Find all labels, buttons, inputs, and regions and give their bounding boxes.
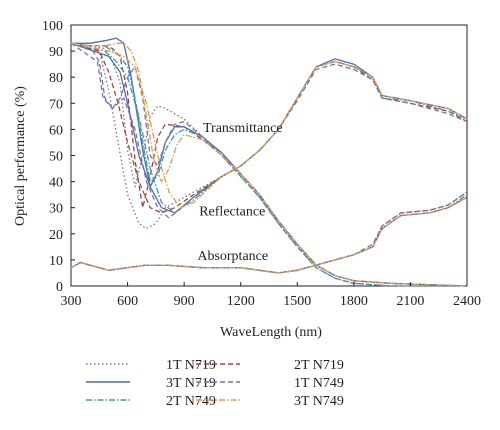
- y-tick-label: 60: [49, 123, 63, 138]
- x-tick-label: 1500: [283, 294, 311, 309]
- x-tick-label: 1200: [227, 294, 255, 309]
- legend-label: 3T N719: [166, 376, 216, 391]
- y-tick-label: 40: [49, 176, 63, 191]
- legend-label: 2T N719: [294, 358, 344, 373]
- series-curves: [70, 37, 468, 287]
- x-tick-label: 300: [61, 294, 82, 309]
- series-line-absorptance: [70, 196, 468, 274]
- x-tick-label: 2100: [396, 294, 424, 309]
- y-tick-label: 100: [42, 19, 63, 34]
- series-line-transmittance: [71, 37, 468, 287]
- x-axis-title: WaveLength (nm): [220, 325, 322, 340]
- legend-label: 2T N749: [166, 394, 216, 409]
- plot-area: [70, 24, 468, 287]
- y-tick-label: 90: [49, 45, 63, 60]
- y-tick-label: 80: [49, 71, 63, 86]
- series-line-transmittance: [70, 42, 467, 287]
- series-line-reflectance: [70, 42, 468, 209]
- annotation-reflectance: Reflectance: [199, 205, 265, 220]
- series-line-transmittance: [70, 42, 467, 287]
- legend: 1T N719 2T N719 3T N719 1T N749 2T N749 3T N7…: [86, 358, 344, 409]
- y-tick-label: 70: [49, 97, 63, 112]
- series-line-absorptance: [70, 194, 468, 274]
- y-tick-label: 0: [56, 280, 63, 295]
- x-tick-label: 600: [117, 294, 138, 309]
- legend-label: 1T N749: [294, 376, 344, 391]
- series-line-reflectance: [70, 42, 468, 219]
- y-tick-label: 10: [49, 254, 63, 269]
- series-line-transmittance: [70, 42, 468, 287]
- annotation-absorptance: Absorptance: [197, 249, 268, 264]
- y-tick-label: 30: [49, 202, 63, 217]
- y-tick-label: 20: [49, 228, 63, 243]
- axes: 300 600 900 1200 1500 1800 2100 2400 0 10 20 30 40 50…: [42, 19, 481, 309]
- annotations: Transmittance Reflectance Absorptance: [197, 121, 282, 264]
- x-tick-label: 1800: [340, 294, 368, 309]
- plot-frame: [70, 24, 468, 287]
- series-line-absorptance: [70, 191, 468, 274]
- series-line-absorptance: [70, 191, 468, 274]
- series-line-transmittance: [70, 42, 468, 287]
- y-tick-label: 50: [49, 150, 63, 165]
- x-tick-label: 900: [174, 294, 195, 309]
- y-axis-title: Optical performance (%): [13, 86, 28, 226]
- legend-label: 3T N749: [294, 394, 344, 409]
- x-tick-label: 2400: [453, 294, 481, 309]
- series-line-transmittance: [70, 42, 468, 287]
- annotation-transmittance: Transmittance: [203, 121, 283, 136]
- legend-label: 1T N719: [166, 358, 216, 373]
